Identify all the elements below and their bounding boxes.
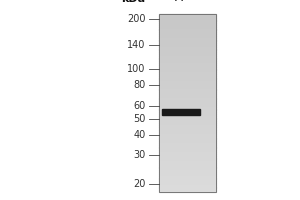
Bar bbox=[159, 40, 216, 43]
Bar bbox=[159, 136, 216, 139]
Bar bbox=[159, 14, 216, 192]
Bar bbox=[159, 98, 216, 101]
Bar bbox=[159, 178, 216, 181]
Bar bbox=[159, 114, 216, 116]
Bar bbox=[159, 61, 216, 63]
Bar bbox=[159, 176, 216, 179]
Bar bbox=[159, 158, 216, 161]
Bar bbox=[159, 43, 216, 45]
Text: 140: 140 bbox=[127, 40, 146, 50]
Bar bbox=[159, 118, 216, 121]
Bar bbox=[159, 34, 216, 36]
Bar bbox=[159, 109, 216, 112]
Bar bbox=[159, 167, 216, 170]
Bar bbox=[159, 18, 216, 21]
Bar bbox=[159, 85, 216, 87]
Bar bbox=[159, 94, 216, 96]
Bar bbox=[159, 32, 216, 34]
Bar bbox=[159, 143, 216, 145]
Bar bbox=[159, 29, 216, 32]
Bar bbox=[159, 25, 216, 27]
Bar bbox=[159, 125, 216, 127]
Bar bbox=[159, 92, 216, 94]
Bar bbox=[159, 181, 216, 183]
Bar bbox=[159, 145, 216, 148]
Text: 40: 40 bbox=[133, 130, 145, 140]
Bar bbox=[159, 49, 216, 52]
Bar bbox=[159, 161, 216, 163]
Bar bbox=[159, 16, 216, 18]
Bar bbox=[159, 23, 216, 25]
Bar bbox=[159, 134, 216, 136]
Bar bbox=[159, 58, 216, 61]
Bar bbox=[159, 156, 216, 159]
Bar bbox=[159, 56, 216, 58]
Text: 200: 200 bbox=[127, 14, 146, 24]
Bar bbox=[159, 101, 216, 103]
Bar bbox=[159, 154, 216, 156]
Bar bbox=[159, 78, 216, 81]
Bar bbox=[159, 174, 216, 176]
Bar bbox=[159, 165, 216, 168]
Bar bbox=[159, 20, 216, 23]
Bar bbox=[159, 187, 216, 190]
Bar bbox=[159, 116, 216, 119]
Text: 60: 60 bbox=[133, 101, 145, 111]
Bar bbox=[159, 54, 216, 56]
Bar bbox=[159, 87, 216, 90]
Bar bbox=[159, 130, 216, 132]
Bar bbox=[159, 14, 216, 16]
Bar bbox=[159, 147, 216, 150]
Bar bbox=[159, 65, 216, 67]
Bar bbox=[159, 170, 216, 172]
Bar bbox=[159, 172, 216, 174]
Bar bbox=[159, 105, 216, 107]
Bar bbox=[159, 83, 216, 85]
Bar bbox=[159, 76, 216, 79]
Text: kDa: kDa bbox=[122, 0, 146, 4]
Bar bbox=[159, 45, 216, 47]
Bar bbox=[159, 38, 216, 41]
Bar bbox=[159, 74, 216, 76]
Bar bbox=[159, 152, 216, 154]
Bar bbox=[159, 27, 216, 30]
Bar bbox=[159, 52, 216, 54]
Text: 50: 50 bbox=[133, 114, 145, 124]
Bar bbox=[159, 150, 216, 152]
Bar bbox=[159, 72, 216, 74]
Bar bbox=[159, 112, 216, 114]
Bar bbox=[159, 107, 216, 110]
Bar bbox=[159, 141, 216, 143]
Bar bbox=[159, 123, 216, 125]
Bar bbox=[159, 121, 216, 123]
Bar bbox=[159, 96, 216, 99]
Text: 80: 80 bbox=[133, 80, 145, 90]
Bar bbox=[159, 103, 216, 105]
Bar bbox=[159, 127, 216, 130]
Text: 100: 100 bbox=[127, 64, 146, 74]
Bar bbox=[159, 36, 216, 38]
Bar bbox=[159, 163, 216, 165]
Bar bbox=[159, 89, 216, 92]
Bar bbox=[159, 183, 216, 185]
Bar bbox=[159, 67, 216, 70]
Text: A: A bbox=[175, 0, 183, 4]
Bar bbox=[159, 81, 216, 83]
Bar bbox=[159, 190, 216, 192]
Text: 20: 20 bbox=[133, 179, 145, 189]
Bar bbox=[159, 47, 216, 50]
Bar bbox=[159, 69, 216, 72]
Text: 30: 30 bbox=[133, 150, 145, 160]
Bar bbox=[159, 138, 216, 141]
Bar bbox=[162, 109, 200, 115]
Bar bbox=[159, 185, 216, 188]
Bar bbox=[159, 63, 216, 65]
Bar bbox=[159, 132, 216, 134]
